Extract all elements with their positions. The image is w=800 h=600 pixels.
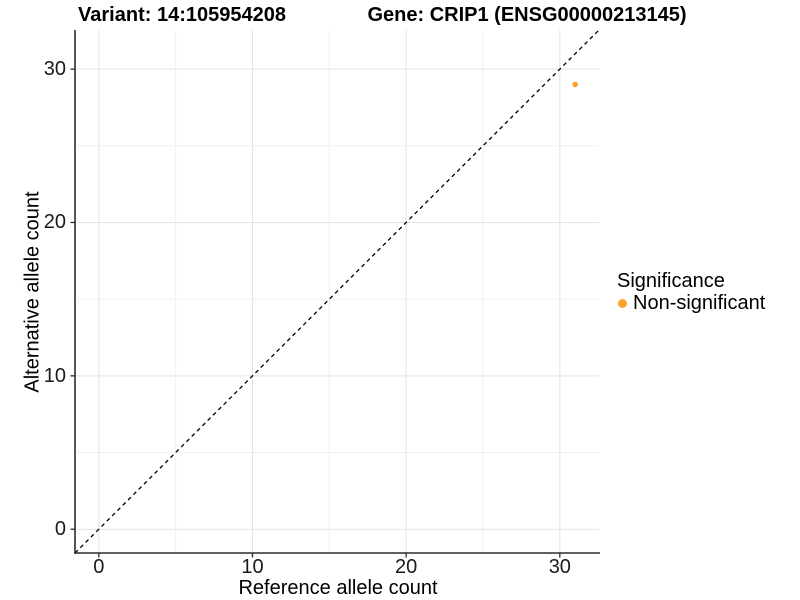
legend-title: Significance	[617, 270, 725, 292]
legend-point-swatch-icon	[618, 298, 627, 308]
y-axis-title: Alternative allele count	[21, 191, 44, 393]
legend-item: Non-significant	[617, 292, 765, 314]
plot-title-variant: Variant: 14:105954208	[78, 4, 286, 26]
plot-title-gene: Gene: CRIP1 (ENSG00000213145)	[367, 4, 687, 26]
legend-item-label: Non-significant	[633, 291, 766, 314]
x-axis-title: Reference allele count	[238, 577, 438, 599]
x-tick-label: 20	[395, 556, 418, 578]
y-tick-label: 20	[43, 211, 66, 234]
y-tick-label: 10	[43, 364, 66, 387]
x-tick-label: 0	[93, 556, 105, 578]
y-tick-label: 30	[43, 58, 66, 81]
y-tick-label: 0	[54, 518, 66, 541]
legend: Significance Non-significant	[617, 270, 765, 314]
x-tick-label: 30	[548, 556, 571, 578]
data-point	[572, 81, 578, 88]
identity-line	[74, 29, 600, 554]
x-tick-label: 10	[241, 556, 264, 578]
